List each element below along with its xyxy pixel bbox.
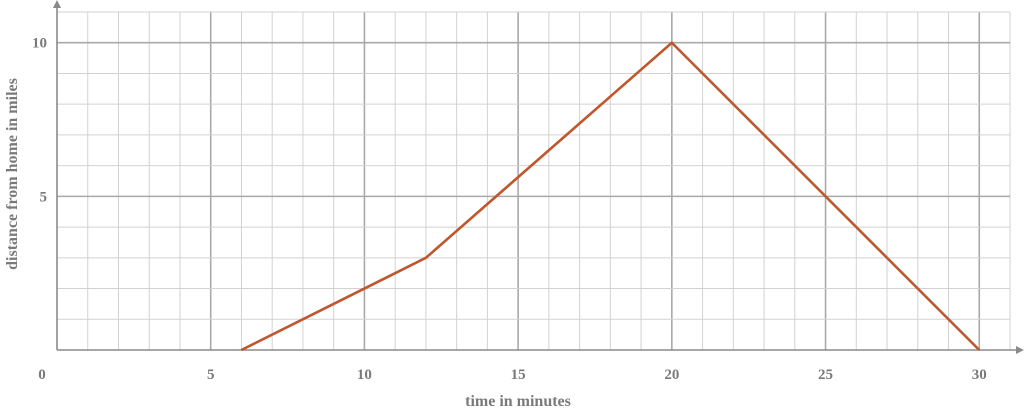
grid bbox=[57, 11, 1011, 350]
x-tick-label: 20 bbox=[664, 367, 679, 383]
x-tick-label: 25 bbox=[818, 367, 833, 383]
tick-labels: 0 5 10 15 20 25 30 5 10 bbox=[32, 36, 987, 383]
x-tick-label: 0 bbox=[38, 367, 46, 383]
series-line bbox=[240, 40, 981, 352]
x-tick-label: 5 bbox=[207, 367, 215, 383]
axes bbox=[53, 0, 1024, 354]
y-tick-label: 10 bbox=[32, 36, 47, 52]
y-axis-arrow-icon bbox=[53, 0, 61, 8]
y-axis-title: distance from home in miles bbox=[4, 78, 21, 270]
x-axis-title: time in minutes bbox=[465, 393, 571, 410]
series bbox=[240, 40, 981, 352]
x-tick-label: 10 bbox=[357, 367, 372, 383]
y-tick-label: 5 bbox=[40, 189, 48, 205]
x-tick-label: 30 bbox=[972, 367, 987, 383]
x-tick-label: 15 bbox=[511, 367, 526, 383]
x-axis-arrow-icon bbox=[1016, 346, 1024, 354]
